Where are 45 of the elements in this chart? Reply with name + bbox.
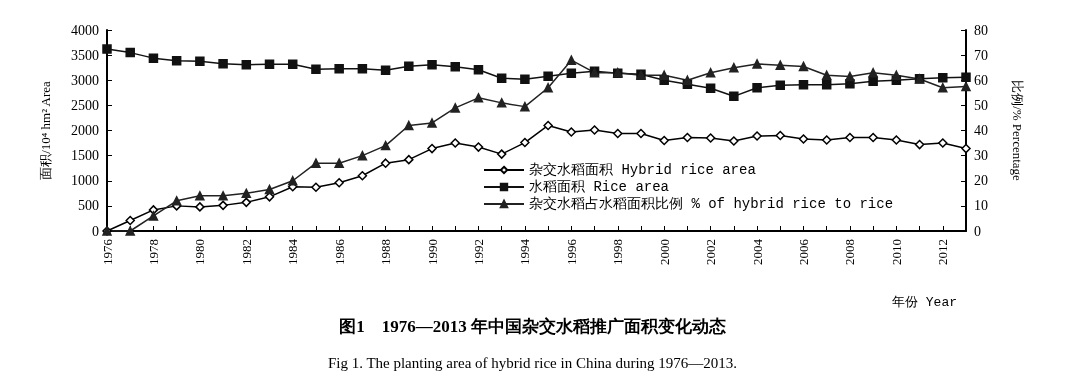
y-tick-label: 4000 [71, 22, 99, 38]
x-tick-label: 2000 [656, 239, 672, 265]
y-tick-label: 2500 [71, 97, 99, 113]
x-tick-label: 1992 [470, 239, 486, 265]
x-tick-label: 1990 [424, 239, 440, 265]
y2-tick-label: 40 [974, 123, 988, 138]
y2-tick-label: 20 [974, 173, 988, 189]
x-tick-label: 1988 [378, 239, 394, 265]
y-axis-title: 面积/10⁴ hm² Area [38, 80, 53, 180]
x-tick-label: 1978 [145, 239, 161, 265]
x-tick-label: 1984 [285, 238, 301, 265]
y-tick-label: 3500 [71, 47, 99, 63]
y2-tick-label: 70 [974, 47, 988, 63]
y2-axis-title: 比例/% Percentage [1010, 80, 1025, 182]
y2-tick-label: 0 [974, 223, 981, 239]
x-tick-label: 1994 [517, 238, 533, 265]
y2-tick-label: 30 [974, 148, 988, 164]
y2-tick-label: 60 [974, 72, 988, 88]
y-tick-label: 0 [92, 223, 99, 239]
y2-tick-label: 80 [974, 22, 988, 38]
y2-tick-label: 50 [974, 97, 988, 113]
x-tick-label: 1980 [192, 239, 208, 265]
y-tick-label: 2000 [71, 123, 99, 138]
y2-tick-label: 10 [974, 198, 988, 214]
x-tick-label: 2002 [703, 239, 719, 265]
x-tick-label: 2006 [795, 238, 811, 265]
x-tick-label: 1996 [563, 238, 579, 265]
y-tick-label: 1500 [71, 148, 99, 164]
x-axis-title: 年份 Year [891, 295, 958, 310]
x-tick-label: 1998 [610, 239, 626, 265]
x-tick-label: 2004 [749, 238, 765, 265]
x-tick-label: 1976 [99, 238, 115, 265]
x-tick-label: 2010 [888, 239, 904, 265]
x-tick-label: 1982 [238, 239, 254, 265]
text: 图1 1976—2013 年中国杂交水稻推广面积变化动态 [339, 317, 726, 336]
text: Fig 1. The planting area of hybrid rice in China during 1976—2013. [327, 354, 738, 371]
y-tick-label: 3000 [71, 72, 99, 88]
legend-label: 杂交水稻占水稻面积比例 % of hybrid rice to rice [529, 196, 894, 212]
legend-label: 杂交水稻面积 Hybrid rice area [529, 162, 756, 178]
x-tick-label: 1986 [331, 238, 347, 265]
x-tick-label: 2012 [935, 239, 951, 265]
legend-label: 水稻面积 Rice area [529, 179, 670, 195]
y-tick-label: 500 [78, 198, 99, 214]
x-tick-label: 2008 [842, 239, 858, 265]
y-tick-label: 1000 [71, 173, 99, 189]
